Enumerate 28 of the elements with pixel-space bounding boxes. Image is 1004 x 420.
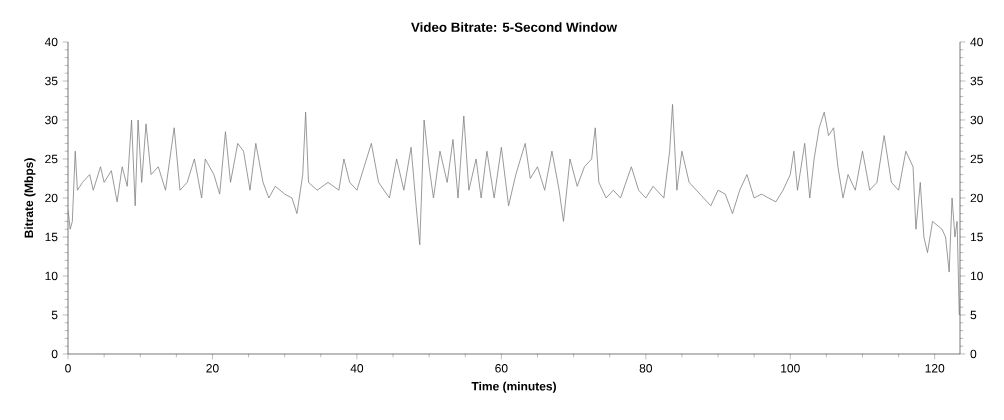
y2-tick-label: 30 <box>970 115 983 125</box>
x-tick-label: 100 <box>781 364 800 373</box>
y2-tick-label: 25 <box>970 154 983 164</box>
y-tick-label: 40 <box>44 37 58 47</box>
y-tick-label: 30 <box>45 115 58 125</box>
y2-tick-label: 0 <box>970 349 977 359</box>
y-axis-title: Bitrate (Mbps) <box>24 158 36 238</box>
x-tick-label: 0 <box>65 364 71 373</box>
x-tick-label: 80 <box>639 364 653 373</box>
y2-tick-label: 35 <box>970 76 983 86</box>
y2-tick-label: 40 <box>970 37 983 47</box>
y2-tick-label: 15 <box>970 232 983 242</box>
x-axis-title: Time (minutes) <box>471 381 556 393</box>
y2-tick-label: 5 <box>970 310 977 320</box>
x-tick-label: 40 <box>350 364 364 373</box>
y-tick-label: 10 <box>45 271 58 281</box>
y-tick-label: 35 <box>45 76 58 86</box>
y-tick-label: 15 <box>45 232 58 242</box>
x-tick-label: 60 <box>495 364 508 373</box>
chart-title: Video Bitrate: 5-Second Window <box>411 22 618 32</box>
y-tick-label: 20 <box>45 193 58 203</box>
x-tick-label: 120 <box>925 364 945 373</box>
y-tick-label: 25 <box>45 154 58 164</box>
y-tick-label: 0 <box>51 349 58 359</box>
y2-tick-label: 10 <box>970 271 983 281</box>
y-tick-label: 5 <box>51 310 58 320</box>
x-tick-label: 20 <box>206 364 219 373</box>
y2-tick-label: 20 <box>970 193 983 203</box>
